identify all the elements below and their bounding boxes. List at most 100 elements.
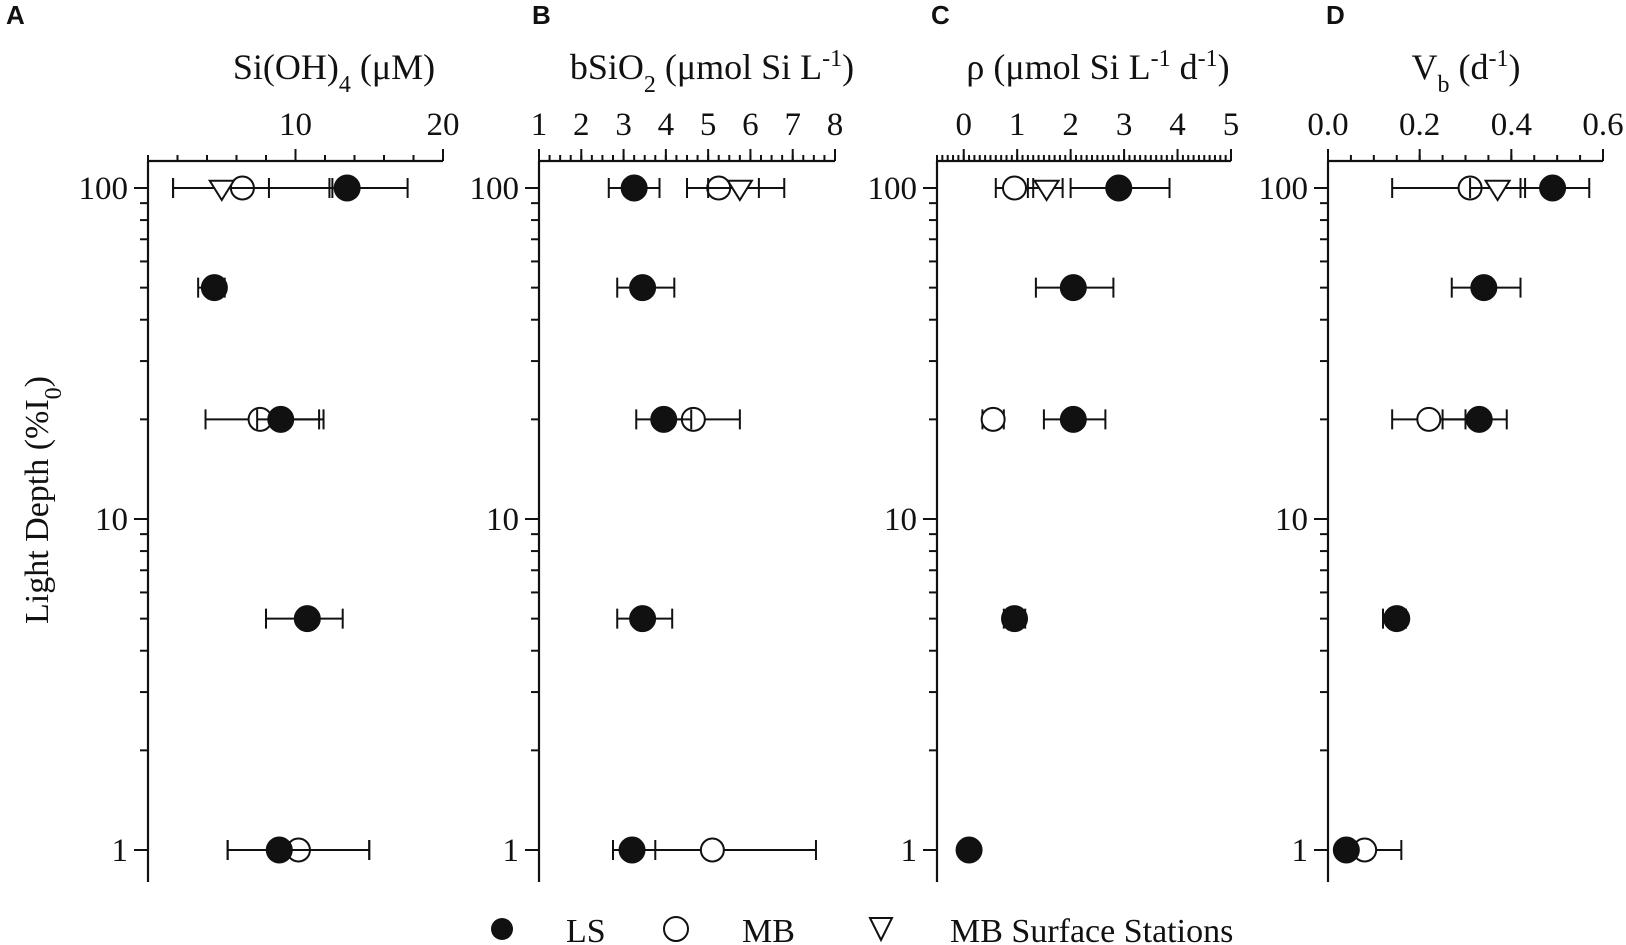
panel-b-mb-point	[699, 837, 725, 863]
panel-d-x-tick-label: 0.2	[1399, 107, 1440, 143]
panel-a-ls-point	[267, 405, 295, 433]
y-axis-label-close: )	[19, 376, 56, 387]
panel-letter-c: C	[931, 0, 950, 30]
panel-d-y-tick-label: 1	[1292, 833, 1309, 869]
panel-a-y-tick-label: 100	[79, 171, 129, 207]
panel-d-x-tick-label: 0.4	[1491, 107, 1532, 143]
panel-letter-b: B	[532, 0, 551, 30]
panel-d-ls-point	[1470, 274, 1498, 302]
panel-b-ls-point	[620, 174, 648, 202]
legend-label-ls: LS	[566, 913, 606, 945]
panel-b-x-tick-label: 7	[784, 107, 801, 143]
panel-a: A Si(OH)4 (μM) 1 10 100 10 20	[6, 0, 460, 882]
panel-d-ls-point	[1383, 605, 1411, 633]
panel-c-x-tick-label: 4	[1169, 107, 1186, 143]
panel-b-x-tick-label: 2	[573, 107, 590, 143]
panel-d-x-tick-label: 0.6	[1582, 107, 1623, 143]
panel-b-title: bSiO2 (μmol Si L-1)	[570, 46, 854, 98]
panel-b-x-tick-label: 3	[615, 107, 632, 143]
panel-a-y-tick-label: 10	[95, 502, 128, 538]
panel-d-title-main: V	[1412, 47, 1438, 87]
panel-b-title-sub: 2	[644, 72, 656, 98]
panel-c-title-sup2: -1	[1198, 46, 1218, 72]
panel-a-ls-point	[265, 836, 293, 864]
panel-c-ls-point	[1001, 605, 1029, 633]
panel-a-x-tick-label: 20	[427, 107, 460, 143]
legend-marker-ls	[491, 918, 513, 940]
panel-d-ls-point	[1332, 836, 1360, 864]
panel-c-mb-surface-point	[1032, 179, 1061, 202]
panel-c-x-tick-label: 1	[1009, 107, 1026, 143]
panel-a-title: Si(OH)4 (μM)	[233, 47, 435, 98]
legend-marker-mb	[663, 916, 689, 942]
y-axis-label: Light Depth (%I0)	[19, 376, 67, 624]
panel-b-y-tick-label: 10	[486, 502, 519, 538]
panel-d-title-sub: b	[1438, 72, 1450, 98]
y-axis-label-sub: 0	[41, 387, 67, 399]
panel-d-x-tick-label: 0.0	[1307, 107, 1348, 143]
panel-c-ls-point	[1059, 405, 1087, 433]
panel-d-title-close: )	[1509, 47, 1521, 87]
panel-d-title-sup: -1	[1489, 46, 1509, 72]
panel-c-title-main: ρ (μmol Si L	[966, 47, 1150, 87]
panel-d-mb-point	[1416, 406, 1442, 432]
panel-c-title-d: d	[1171, 47, 1198, 87]
panel-letter-d: D	[1326, 0, 1345, 30]
panel-b-x-tick-label: 8	[827, 107, 844, 143]
panel-d-plot: 1 10 100 0.0 0.2 0.4 0.6	[1259, 107, 1624, 882]
panel-b-title-main: bSiO	[570, 47, 644, 87]
panel-d-mb-surface-point	[1483, 179, 1512, 202]
panel-b-x-tick-label: 6	[742, 107, 759, 143]
panel-d-y-tick-label: 10	[1275, 502, 1308, 538]
panel-d-ls-point	[1465, 405, 1493, 433]
panel-d-title-unit: (d	[1450, 47, 1489, 87]
panel-b-x-tick-label: 5	[700, 107, 717, 143]
panel-b-title-close: )	[842, 47, 854, 87]
y-axis-label-main: Light Depth (%I	[19, 399, 56, 624]
panel-d: D Vb (d-1) 1 10 100 0.0 0.2 0.4 0.6	[1259, 0, 1624, 882]
panel-a-plot: 1 10 100 10 20	[79, 107, 460, 882]
panel-b-x-tick-label: 4	[658, 107, 675, 143]
panel-b-title-sup: -1	[822, 46, 842, 72]
panel-c-ls-point	[1105, 174, 1133, 202]
panel-d-title: Vb (d-1)	[1412, 46, 1521, 98]
panel-c-y-tick-label: 100	[868, 171, 918, 207]
legend-label-mb: MB	[742, 913, 795, 945]
panel-b-ls-point	[618, 836, 646, 864]
legend-marker-mb-surface	[868, 917, 894, 943]
panel-b-mb-surface-point	[726, 179, 754, 202]
panel-c-mb-point	[1002, 175, 1028, 201]
panel-c-x-tick-label: 2	[1062, 107, 1079, 143]
panel-b-ls-point	[650, 405, 678, 433]
panel-a-title-main: Si(OH)	[233, 47, 339, 87]
panel-c-title-sup1: -1	[1151, 46, 1171, 72]
panel-letter-a: A	[6, 0, 25, 30]
panel-b-x-tick-label: 1	[531, 107, 548, 143]
panel-c-x-tick-label: 0	[955, 107, 972, 143]
panel-c-x-tick-label: 3	[1116, 107, 1133, 143]
panel-a-ls-point	[200, 274, 228, 302]
panel-c-title-close: )	[1218, 47, 1230, 87]
panel-a-x-tick-label: 10	[279, 107, 312, 143]
panel-b-y-tick-label: 1	[503, 833, 520, 869]
legend-label-mb-surface: MB Surface Stations	[950, 913, 1233, 945]
panel-c-ls-point	[1059, 274, 1087, 302]
panel-c-mb-point	[980, 406, 1006, 432]
panel-c-ls-point	[955, 836, 983, 864]
panel-a-ls-point	[333, 174, 361, 202]
panel-a-title-sub: 4	[339, 72, 351, 98]
panel-a-y-tick-label: 1	[112, 833, 129, 869]
panel-c-y-tick-label: 10	[884, 502, 917, 538]
panel-c-x-tick-label: 5	[1223, 107, 1240, 143]
panel-b-title-unit: (μmol Si L	[656, 47, 822, 87]
panel-d-y-tick-label: 100	[1259, 171, 1309, 207]
panel-d-ls-point	[1539, 174, 1567, 202]
panel-b-ls-point	[629, 274, 657, 302]
legend: LS MB MB Surface Stations	[491, 913, 1233, 945]
panel-c-y-tick-label: 1	[901, 833, 918, 869]
panel-b-ls-point	[629, 605, 657, 633]
